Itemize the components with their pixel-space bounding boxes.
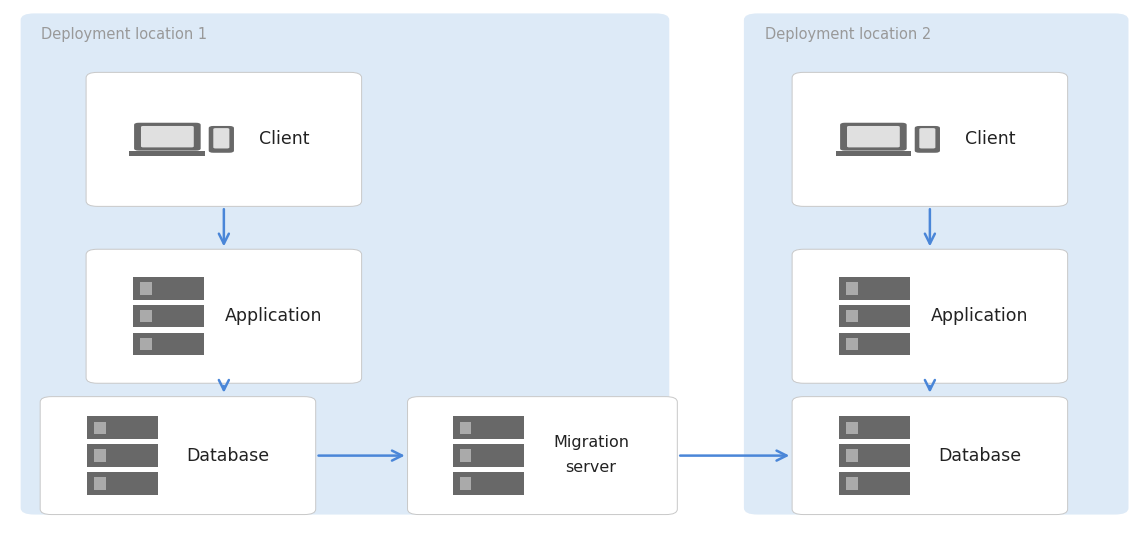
Bar xyxy=(133,333,204,355)
Bar xyxy=(133,305,204,327)
Bar xyxy=(94,477,106,490)
FancyBboxPatch shape xyxy=(792,72,1068,206)
Bar xyxy=(839,444,910,467)
Bar xyxy=(839,416,910,439)
Bar xyxy=(140,282,152,295)
Bar xyxy=(839,333,910,355)
Bar xyxy=(133,277,204,300)
Bar xyxy=(94,449,106,462)
FancyBboxPatch shape xyxy=(847,126,900,147)
FancyBboxPatch shape xyxy=(915,126,940,153)
Bar xyxy=(140,310,152,323)
FancyBboxPatch shape xyxy=(214,128,230,148)
Bar xyxy=(87,444,158,467)
Text: Deployment location 2: Deployment location 2 xyxy=(765,27,931,42)
Bar xyxy=(94,421,106,434)
Bar xyxy=(846,310,858,323)
FancyBboxPatch shape xyxy=(40,397,316,515)
Text: Client: Client xyxy=(259,130,310,148)
FancyBboxPatch shape xyxy=(21,13,669,515)
Bar xyxy=(140,338,152,351)
FancyBboxPatch shape xyxy=(134,123,201,151)
Bar xyxy=(846,421,858,434)
Bar xyxy=(452,472,523,495)
Text: Application: Application xyxy=(931,307,1029,325)
Text: Database: Database xyxy=(186,446,269,465)
Bar xyxy=(87,472,158,495)
Bar xyxy=(459,449,471,462)
Bar xyxy=(459,421,471,434)
FancyBboxPatch shape xyxy=(840,123,907,151)
FancyBboxPatch shape xyxy=(209,126,234,153)
Text: Application: Application xyxy=(225,307,323,325)
FancyBboxPatch shape xyxy=(408,397,677,515)
Text: server: server xyxy=(566,460,616,475)
FancyBboxPatch shape xyxy=(141,126,194,147)
FancyBboxPatch shape xyxy=(744,13,1128,515)
Text: Client: Client xyxy=(965,130,1016,148)
Bar xyxy=(839,305,910,327)
Bar xyxy=(839,472,910,495)
Bar xyxy=(846,338,858,351)
Bar xyxy=(459,477,471,490)
Bar xyxy=(846,282,858,295)
Text: Deployment location 1: Deployment location 1 xyxy=(41,27,208,42)
Bar xyxy=(130,151,205,156)
Bar xyxy=(846,477,858,490)
Bar xyxy=(87,416,158,439)
Bar xyxy=(452,444,523,467)
Text: Migration: Migration xyxy=(553,435,629,450)
Text: Database: Database xyxy=(938,446,1021,465)
Bar xyxy=(452,416,523,439)
Bar xyxy=(836,151,912,156)
FancyBboxPatch shape xyxy=(920,128,936,148)
Bar xyxy=(846,449,858,462)
FancyBboxPatch shape xyxy=(86,72,362,206)
FancyBboxPatch shape xyxy=(792,249,1068,383)
Bar xyxy=(839,277,910,300)
FancyBboxPatch shape xyxy=(792,397,1068,515)
FancyBboxPatch shape xyxy=(86,249,362,383)
